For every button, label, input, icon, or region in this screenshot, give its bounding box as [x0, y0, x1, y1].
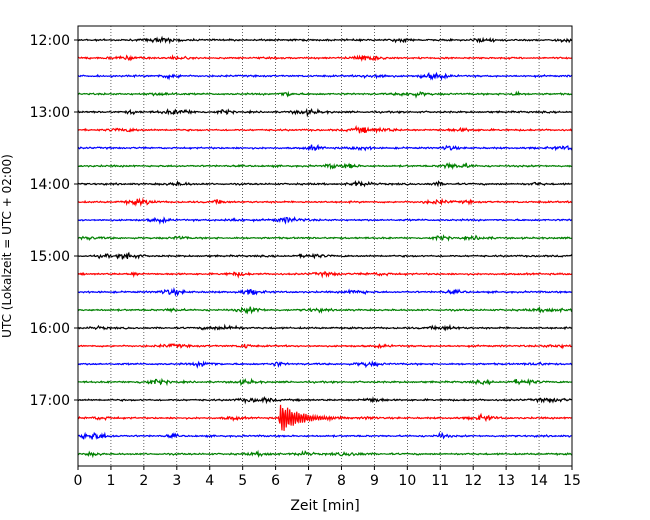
y-axis-label: UTC (Lokalzeit = UTC + 02:00): [0, 154, 14, 338]
y-tick-label: 16:00: [30, 321, 70, 337]
trace-1200: [77, 35, 573, 45]
y-axis: 12:00 13:00 14:00 15:00 16:00 17:00: [30, 33, 78, 409]
x-tick-label: 1: [106, 473, 115, 489]
trace-1445: [77, 234, 573, 242]
x-tick-label: 5: [238, 473, 247, 489]
x-tick-label: 11: [431, 473, 449, 489]
trace-1545: [77, 305, 573, 315]
traces: [77, 35, 573, 459]
trace-1400: [77, 180, 573, 188]
trace-1730: [77, 431, 573, 440]
x-tick-label: 15: [563, 473, 581, 489]
y-tick-label: 15:00: [30, 249, 70, 265]
trace-1430: [77, 215, 573, 225]
x-axis-label: Zeit [min]: [290, 498, 359, 514]
trace-1530: [77, 286, 573, 297]
y-tick-label: 17:00: [30, 393, 70, 409]
y-tick-label: 14:00: [30, 177, 70, 193]
x-tick-label: 9: [370, 473, 379, 489]
x-tick-label: 0: [74, 473, 83, 489]
trace-1300: [77, 107, 573, 118]
trace-1245: [77, 90, 573, 99]
x-tick-label: 4: [205, 473, 214, 489]
trace-1330: [77, 144, 573, 152]
plot-background: [78, 26, 572, 466]
plot-frame: [77, 25, 573, 467]
trace-1745: [77, 449, 573, 459]
trace-1230: [77, 71, 573, 82]
trace-1715: [77, 404, 573, 431]
trace-1615: [77, 342, 573, 350]
trace-1345: [77, 161, 573, 171]
x-tick-label: 6: [271, 473, 280, 489]
x-axis: 0 1 2 3 4 5 6 7 8 9 10 11 12 13 14 15: [74, 466, 581, 489]
x-tick-label: 7: [304, 473, 313, 489]
trace-1500: [77, 251, 573, 260]
trace-1700: [77, 396, 573, 405]
trace-1630: [77, 360, 573, 369]
x-tick-label: 8: [337, 473, 346, 489]
trace-1415: [77, 197, 573, 207]
trace-1315: [77, 124, 573, 134]
x-tick-label: 2: [139, 473, 148, 489]
trace-1645: [77, 377, 573, 387]
y-tick-label: 12:00: [30, 33, 70, 49]
x-tick-label: 12: [464, 473, 482, 489]
x-tick-label: 3: [172, 473, 181, 489]
trace-1215: [77, 54, 573, 63]
x-tick-label: 14: [530, 473, 548, 489]
y-tick-label: 13:00: [30, 105, 70, 121]
trace-1600: [77, 323, 573, 332]
x-tick-label: 10: [398, 473, 416, 489]
x-gridlines: [110, 26, 540, 466]
trace-1515: [77, 270, 573, 279]
x-tick-label: 13: [497, 473, 515, 489]
